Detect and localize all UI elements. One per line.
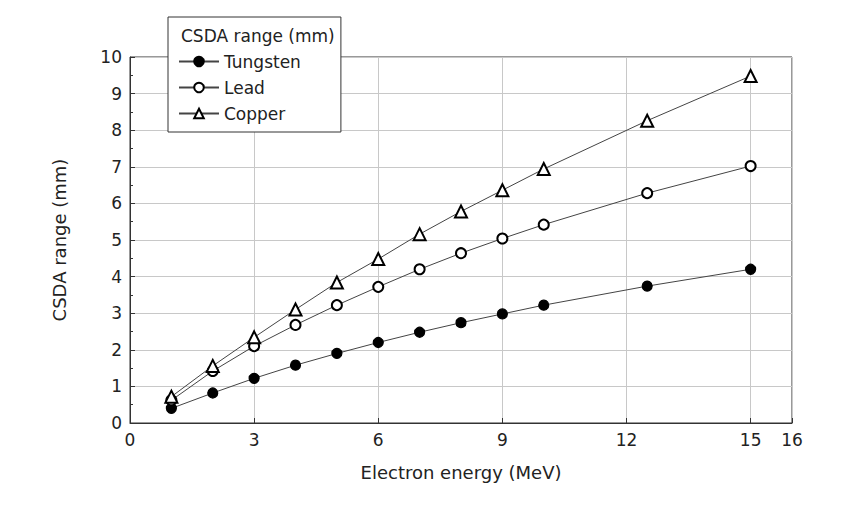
- svg-text:9: 9: [497, 430, 508, 450]
- svg-text:2: 2: [111, 340, 122, 360]
- svg-text:5: 5: [111, 230, 122, 250]
- svg-text:CSDA range (mm): CSDA range (mm): [49, 159, 70, 322]
- svg-text:Copper: Copper: [224, 104, 285, 124]
- svg-text:CSDA range (mm): CSDA range (mm): [181, 26, 335, 46]
- svg-text:Tungsten: Tungsten: [223, 52, 301, 72]
- svg-text:10: 10: [100, 47, 122, 67]
- svg-text:3: 3: [111, 303, 122, 323]
- svg-text:Electron energy (MeV): Electron energy (MeV): [361, 462, 562, 483]
- svg-text:12: 12: [616, 430, 638, 450]
- svg-text:15: 15: [740, 430, 762, 450]
- svg-text:7: 7: [111, 157, 122, 177]
- svg-text:0: 0: [111, 413, 122, 433]
- svg-text:1: 1: [111, 376, 122, 396]
- svg-text:9: 9: [111, 84, 122, 104]
- svg-text:0: 0: [125, 430, 136, 450]
- svg-text:4: 4: [111, 267, 122, 287]
- svg-text:3: 3: [249, 430, 260, 450]
- svg-text:6: 6: [111, 193, 122, 213]
- svg-text:8: 8: [111, 120, 122, 140]
- svg-text:6: 6: [373, 430, 384, 450]
- svg-text:16: 16: [781, 430, 803, 450]
- svg-text:Lead: Lead: [224, 78, 265, 98]
